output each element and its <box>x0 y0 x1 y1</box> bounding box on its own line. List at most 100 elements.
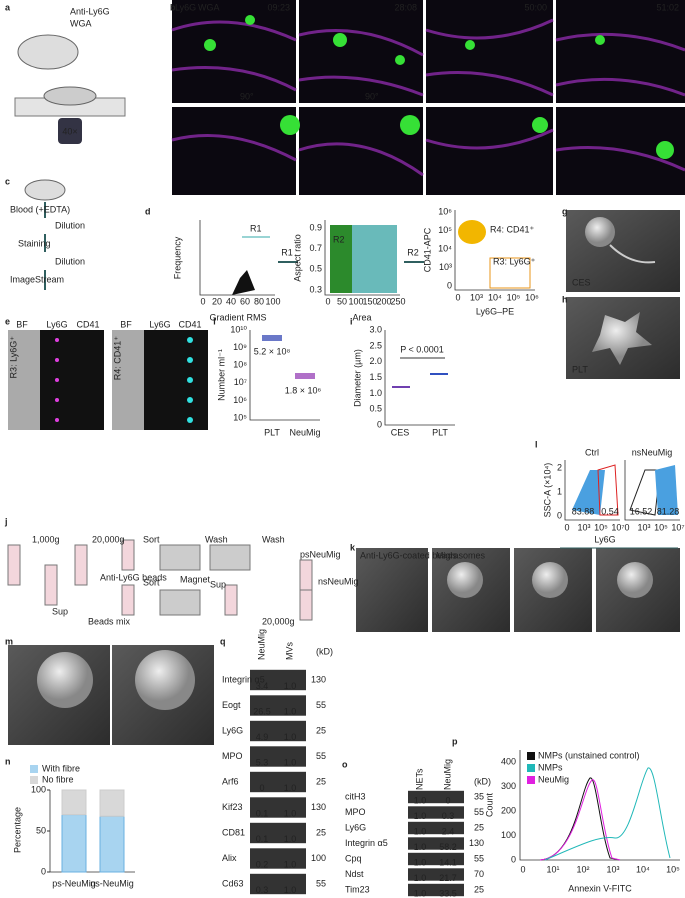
label: Sort <box>143 577 160 587</box>
legend-swatch <box>527 776 535 784</box>
tick-label: 250 <box>390 296 405 306</box>
blot <box>250 873 306 895</box>
bar-segment <box>61 814 87 873</box>
label: 20,000g <box>92 534 125 544</box>
label: ImageStream <box>10 274 64 284</box>
blot <box>250 695 306 716</box>
label: Sup <box>210 579 226 589</box>
label: 55 <box>474 807 484 817</box>
label: BF <box>16 319 28 329</box>
tick-label: 10³ <box>606 864 619 874</box>
tick-label: 10⁵ <box>233 412 247 422</box>
label: Ly6G <box>175 2 196 12</box>
tick-label: 10⁵ <box>594 522 608 532</box>
label: 1.0 <box>284 885 297 895</box>
panel-label: a <box>5 2 11 12</box>
label: Alix <box>222 853 237 863</box>
blot <box>250 771 306 793</box>
label: Wash <box>262 534 285 544</box>
label: Aspect ratio <box>292 234 302 282</box>
label: 0.3 <box>256 885 269 895</box>
panel-label: o <box>342 759 348 769</box>
label: PLT <box>432 427 448 437</box>
label: Percentage <box>12 807 22 853</box>
tick-label: 100 <box>265 296 280 306</box>
label: 1.0 <box>414 826 427 836</box>
label: 5.2 × 10⁸ <box>254 346 291 356</box>
label: CD41 <box>76 319 99 329</box>
bar-segment <box>61 789 87 816</box>
label: Sup <box>52 606 68 616</box>
label: NeuMig <box>538 774 569 784</box>
tick-label: 2 <box>557 462 562 472</box>
label: Anti-Ly6G beads <box>100 572 167 582</box>
tick-label: 300 <box>501 781 516 791</box>
label: psNeuMig <box>300 549 341 559</box>
label: 130 <box>311 802 326 812</box>
label: NMPs <box>538 762 563 772</box>
tick-label: 40 <box>226 296 236 306</box>
label: Sort <box>143 534 160 544</box>
tick-label: 50 <box>36 825 46 835</box>
blot <box>408 868 464 881</box>
label: PLT <box>572 364 588 374</box>
label: Integrin α5 <box>345 838 388 848</box>
tick-label: 1.5 <box>369 372 382 382</box>
panel-label: b <box>170 2 176 12</box>
tick-label: 0 <box>377 419 382 429</box>
panel-label: j <box>4 516 8 526</box>
tick-label: 200 <box>376 296 391 306</box>
label: 25 <box>474 884 484 894</box>
tick-label: 100 <box>31 784 46 794</box>
tick-label: 0 <box>520 864 525 874</box>
blot <box>408 821 464 835</box>
panel-label: l <box>535 439 538 449</box>
tick-label: 10⁵ <box>666 864 680 874</box>
label: 83.88 <box>572 506 595 516</box>
label: 50:00 <box>524 2 547 12</box>
label: 33.5 <box>439 888 457 898</box>
label: 0.54 <box>601 506 619 516</box>
legend-swatch <box>527 752 535 760</box>
label: Area <box>352 312 371 322</box>
label: 35 <box>474 791 484 801</box>
tick-label: 0 <box>41 866 46 876</box>
label: R3: Ly6G⁺ <box>8 336 18 379</box>
label: 3.4 <box>256 681 269 691</box>
blot <box>408 806 464 819</box>
panel-label: k <box>350 542 356 552</box>
panel-label: p <box>452 736 458 746</box>
label: 1.8 × 10⁶ <box>285 385 322 395</box>
label: 20,000g <box>262 616 295 626</box>
label: Dilution <box>55 220 85 230</box>
label: Magnet <box>180 574 211 584</box>
tick-label: 0 <box>624 522 629 532</box>
tick-label: 0 <box>557 510 562 520</box>
label: (kD) <box>316 646 333 656</box>
label: NeuMig <box>256 629 266 660</box>
label: Ly6G <box>345 822 366 832</box>
blot <box>408 837 464 850</box>
label: No fibre <box>42 774 74 784</box>
label: Kif23 <box>222 802 243 812</box>
blot <box>408 883 464 897</box>
label: Diameter (µm) <box>352 349 362 407</box>
tick-label: 10⁷ <box>611 522 624 532</box>
tick-label: 100 <box>501 830 516 840</box>
label: 4.9 <box>256 732 269 742</box>
tick-label: 10³ <box>577 522 590 532</box>
tick-label: 10³ <box>470 292 483 302</box>
label: Wash <box>205 534 228 544</box>
tick-label: 0.5 <box>309 264 322 274</box>
label: Cpq <box>345 853 362 863</box>
images <box>7 0 685 861</box>
tick-label: 1 <box>557 486 562 496</box>
blot <box>408 852 464 866</box>
label: 25 <box>316 776 326 786</box>
label: 1.0 <box>284 808 297 818</box>
tick-label: 2.5 <box>369 340 382 350</box>
label: 0 <box>259 783 264 793</box>
tick-label: 10³ <box>439 262 452 272</box>
legend-swatch <box>30 776 38 784</box>
